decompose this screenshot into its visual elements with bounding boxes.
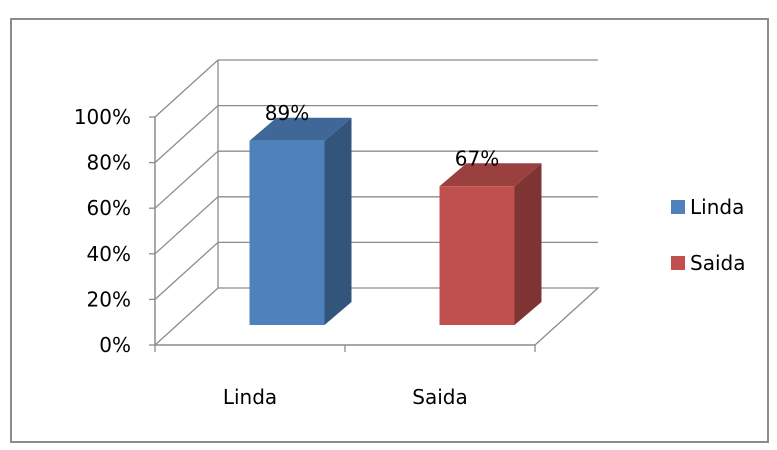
gridlines: [154, 59, 600, 346]
y-tick-label: 40%: [87, 242, 131, 266]
legend: Linda Saida: [671, 195, 745, 275]
y-tick-label: 80%: [87, 151, 131, 175]
chart-border: [10, 18, 769, 443]
y-tick-label: 20%: [87, 287, 131, 311]
x-axis-label-saida: Saida: [412, 385, 467, 409]
bars: [249, 117, 542, 326]
legend-label-saida: Saida: [690, 251, 745, 275]
y-tick-label: 0%: [99, 333, 131, 357]
gridline: [154, 104, 598, 164]
bar-top-linda: [249, 117, 352, 141]
y-tick-label: 100%: [74, 105, 131, 129]
x-axis-labels: Linda Saida: [223, 385, 468, 409]
floor-gridline: [154, 287, 600, 346]
y-tick-label: 60%: [87, 196, 131, 220]
gridline: [154, 150, 598, 209]
bar-top-saida: [439, 163, 542, 187]
bar-saida: [439, 186, 515, 325]
gridline: [154, 59, 598, 118]
legend-swatch-saida: [671, 256, 685, 270]
axes: [154, 117, 536, 352]
y-axis-ticks: 0% 20% 40% 60% 80% 100%: [74, 105, 155, 357]
bar-side-saida: [514, 163, 542, 325]
legend-swatch-linda: [671, 200, 685, 214]
data-labels: 89% 67%: [265, 101, 499, 171]
data-label-linda: 89%: [265, 101, 309, 125]
legend-label-linda: Linda: [690, 195, 744, 219]
x-axis-label-linda: Linda: [223, 385, 277, 409]
bar-side-linda: [324, 117, 352, 326]
bar-linda: [249, 140, 325, 325]
data-label-saida: 67%: [455, 146, 499, 170]
